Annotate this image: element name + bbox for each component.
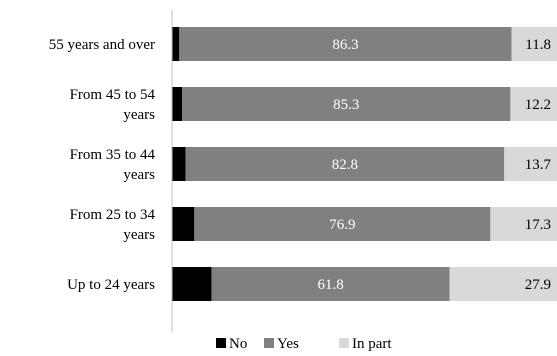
data-label: 13.7 (525, 157, 552, 173)
category-label: Up to 24 years (67, 277, 155, 293)
legend-label: Yes (277, 336, 299, 352)
data-label: 11.8 (525, 37, 551, 53)
bar-segment-in-part (490, 207, 557, 241)
bar-segment-yes (194, 207, 491, 241)
bar-segment-in-part (504, 147, 557, 181)
data-label: 76.9 (329, 217, 355, 233)
bar-segment-yes (182, 87, 511, 121)
legend: No Yes In part (216, 336, 392, 352)
legend-swatch (264, 338, 274, 348)
bar-segment-in-part (449, 267, 557, 301)
legend-swatch (339, 338, 349, 348)
data-label: 86.3 (332, 37, 358, 53)
legend-swatch (216, 338, 226, 348)
category-label: 55 years and over (49, 37, 155, 53)
bar-segment-in-part (510, 87, 557, 121)
data-label: 85.3 (333, 97, 359, 113)
data-label: 27.9 (525, 277, 551, 293)
bar-segment-yes (211, 267, 450, 301)
bar-segment-yes (179, 27, 512, 61)
data-label: 12.2 (525, 97, 551, 113)
bar-segment-yes (185, 147, 505, 181)
bar-segment-no (172, 147, 186, 181)
category-labels: 55 years and over From 45 to 54 years From … (49, 37, 156, 293)
bar-segment-no (172, 87, 183, 121)
data-label: 17.3 (525, 217, 551, 233)
bar-segment-no (172, 267, 212, 301)
category-label: From 35 to 44 years (70, 147, 156, 183)
legend-label: No (229, 336, 247, 352)
bar-segment-in-part (511, 27, 557, 61)
category-label: From 25 to 34 years (70, 207, 156, 243)
bars: 1.986.311.82.685.312.23.582.813.75.876.9… (172, 27, 557, 301)
category-label: From 45 to 54 years (70, 87, 156, 123)
data-label: 61.8 (317, 277, 343, 293)
bar-segment-no (172, 27, 180, 61)
data-label: 82.8 (332, 157, 358, 173)
bar-segment-no (172, 207, 195, 241)
legend-label: In part (352, 336, 392, 352)
